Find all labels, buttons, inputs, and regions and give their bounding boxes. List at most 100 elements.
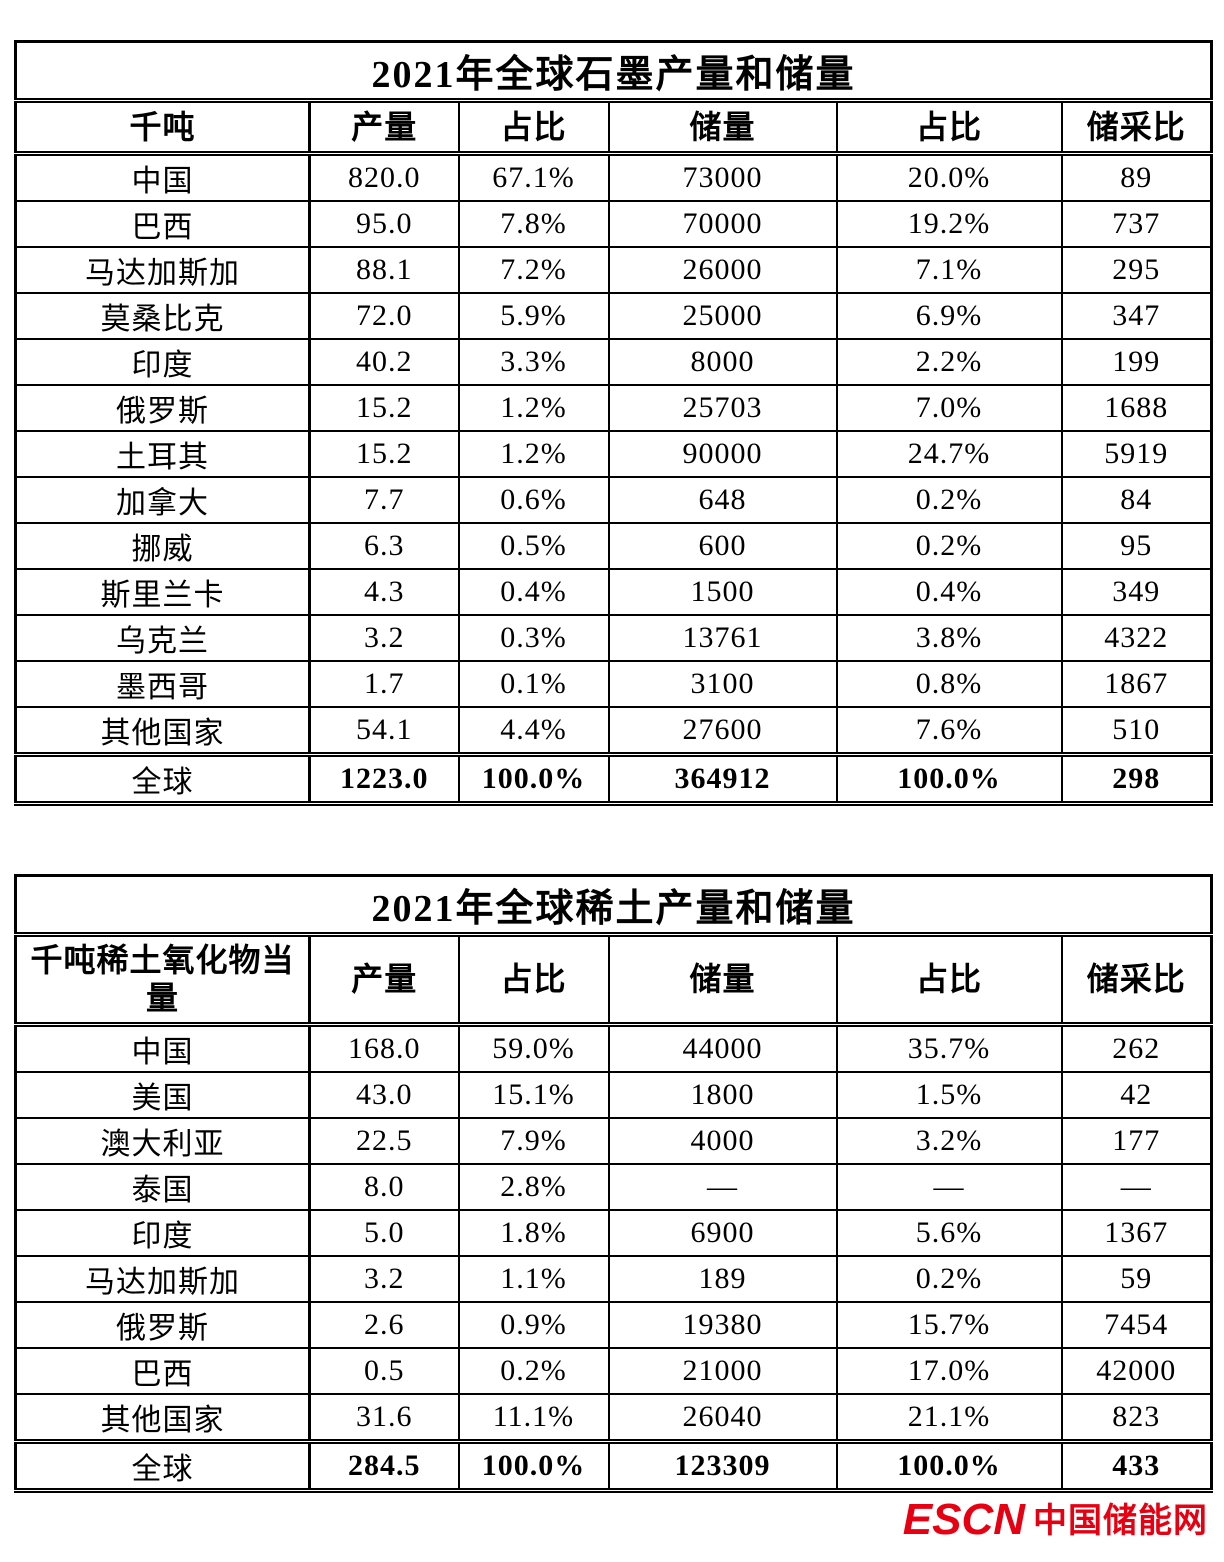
data-cell: 90000: [607, 430, 838, 478]
data-cell: 15.2: [308, 430, 460, 478]
data-cell: 1500: [607, 568, 838, 616]
data-cell: 4000: [607, 1116, 838, 1165]
data-cell: 0.8%: [835, 660, 1063, 708]
row-label: 其他国家: [14, 1392, 311, 1443]
row-label: 俄罗斯: [14, 384, 311, 432]
data-cell: 1.8%: [457, 1208, 610, 1257]
data-cell: 4322: [1060, 614, 1213, 662]
row-label: 乌克兰: [14, 614, 311, 662]
data-cell: 199: [1060, 338, 1213, 386]
table-row: 乌克兰 3.2 0.3% 13761 3.8% 4322: [14, 614, 1213, 662]
row-label: 其他国家: [14, 706, 311, 756]
table-row: 俄罗斯 2.6 0.9% 19380 15.7% 7454: [14, 1300, 1213, 1349]
data-cell: 0.9%: [457, 1300, 610, 1349]
data-cell: 7.0%: [835, 384, 1063, 432]
data-cell: 25000: [607, 292, 838, 340]
rare-earth-table: 2021年全球稀土产量和储量 千吨稀土氧化物当量 产量 占比 储量 占比 储采比…: [14, 874, 1214, 1493]
graphite-table: 2021年全球石墨产量和储量 千吨 产量 占比 储量 占比 储采比 中国 820.…: [14, 40, 1214, 806]
escn-logo-chinese-text: 中国储能网: [1033, 1502, 1208, 1540]
data-cell: 22.5: [308, 1116, 460, 1165]
data-cell: 262: [1060, 1023, 1213, 1073]
row-label: 全球: [14, 752, 311, 806]
table-row: 印度 40.2 3.3% 8000 2.2% 199: [14, 338, 1213, 386]
data-cell: 15.2: [308, 384, 460, 432]
document-page: 2021年全球石墨产量和储量 千吨 产量 占比 储量 占比 储采比 中国 820.…: [14, 40, 1214, 1493]
data-cell: 13761: [607, 614, 838, 662]
data-cell: 5.0: [308, 1208, 460, 1257]
data-cell: 1.1%: [457, 1254, 610, 1303]
data-cell: 0.1%: [457, 660, 610, 708]
row-label: 美国: [14, 1070, 311, 1119]
data-cell: 1.7: [308, 660, 460, 708]
data-cell: 0.5: [308, 1346, 460, 1395]
data-cell: 43.0: [308, 1070, 460, 1119]
data-cell: 1.5%: [835, 1070, 1063, 1119]
graphite-table-body: 中国 820.0 67.1% 73000 20.0% 89 巴西 95.0 7.8% 70000 1…: [14, 152, 1213, 756]
table-row: 中国 820.0 67.1% 73000 20.0% 89: [14, 152, 1213, 202]
data-cell: 1223.0: [308, 752, 460, 806]
data-cell: 0.4%: [457, 568, 610, 616]
data-cell: 7.8%: [457, 200, 610, 248]
table-row: 其他国家 31.6 11.1% 26040 21.1% 823: [14, 1392, 1213, 1443]
table-row: 加拿大 7.7 0.6% 648 0.2% 84: [14, 476, 1213, 524]
graphite-table-title: 2021年全球石墨产量和储量: [14, 40, 1214, 103]
table-row: 土耳其 15.2 1.2% 90000 24.7% 5919: [14, 430, 1213, 478]
table-row: 巴西 95.0 7.8% 70000 19.2% 737: [14, 200, 1213, 248]
data-cell: 24.7%: [835, 430, 1063, 478]
data-cell: 295: [1060, 246, 1213, 294]
data-cell: 72.0: [308, 292, 460, 340]
data-cell: 25703: [607, 384, 838, 432]
row-label: 莫桑比克: [14, 292, 311, 340]
table-row: 马达加斯加 88.1 7.2% 26000 7.1% 295: [14, 246, 1213, 294]
data-cell: 1688: [1060, 384, 1213, 432]
data-cell: 100.0%: [835, 1438, 1063, 1493]
data-cell: 1.2%: [457, 384, 610, 432]
data-cell: 70000: [607, 200, 838, 248]
row-label: 斯里兰卡: [14, 568, 311, 616]
data-cell: 284.5: [308, 1438, 460, 1493]
row-label: 印度: [14, 338, 311, 386]
rare-earth-table-body: 中国 168.0 59.0% 44000 35.7% 262 美国 43.0 15.1% 1800…: [14, 1023, 1213, 1443]
data-cell: 5919: [1060, 430, 1213, 478]
data-cell: 42: [1060, 1070, 1213, 1119]
table-row: 俄罗斯 15.2 1.2% 25703 7.0% 1688: [14, 384, 1213, 432]
data-cell: 4.4%: [457, 706, 610, 756]
column-header-production: 产量: [308, 933, 460, 1027]
data-cell: 510: [1060, 706, 1213, 756]
data-cell: 7.9%: [457, 1116, 610, 1165]
table-row: 巴西 0.5 0.2% 21000 17.0% 42000: [14, 1346, 1213, 1395]
data-cell: 3.2: [308, 614, 460, 662]
data-cell: 6900: [607, 1208, 838, 1257]
table-row: 墨西哥 1.7 0.1% 3100 0.8% 1867: [14, 660, 1213, 708]
data-cell: 0.2%: [457, 1346, 610, 1395]
table-row: 斯里兰卡 4.3 0.4% 1500 0.4% 349: [14, 568, 1213, 616]
column-header-reserve-production-ratio: 储采比: [1060, 99, 1213, 156]
column-header-production-share: 占比: [457, 99, 610, 156]
data-cell: 0.3%: [457, 614, 610, 662]
data-cell: 298: [1060, 752, 1213, 806]
table-spacer: [14, 806, 1210, 874]
data-cell: 3.2%: [835, 1116, 1063, 1165]
row-label: 中国: [14, 1023, 311, 1073]
data-cell: 40.2: [308, 338, 460, 386]
data-cell: 3.3%: [457, 338, 610, 386]
data-cell: 35.7%: [835, 1023, 1063, 1073]
data-cell: 6.3: [308, 522, 460, 570]
graphite-table-title-row: 2021年全球石墨产量和储量: [14, 40, 1214, 103]
data-cell: 600: [607, 522, 838, 570]
data-cell: 100.0%: [835, 752, 1063, 806]
table-row: 美国 43.0 15.1% 1800 1.5% 42: [14, 1070, 1213, 1119]
data-cell: 44000: [607, 1023, 838, 1073]
data-cell: 7.1%: [835, 246, 1063, 294]
data-cell: 100.0%: [457, 1438, 610, 1493]
data-cell: 3.2: [308, 1254, 460, 1303]
row-label: 马达加斯加: [14, 1254, 311, 1303]
data-cell: 20.0%: [835, 152, 1063, 202]
row-label: 马达加斯加: [14, 246, 311, 294]
data-cell: 433: [1060, 1438, 1213, 1493]
table-row: 澳大利亚 22.5 7.9% 4000 3.2% 177: [14, 1116, 1213, 1165]
row-label: 中国: [14, 152, 311, 202]
data-cell: —: [1060, 1162, 1213, 1211]
data-cell: 0.2%: [835, 1254, 1063, 1303]
column-header-reserves: 储量: [607, 933, 838, 1027]
